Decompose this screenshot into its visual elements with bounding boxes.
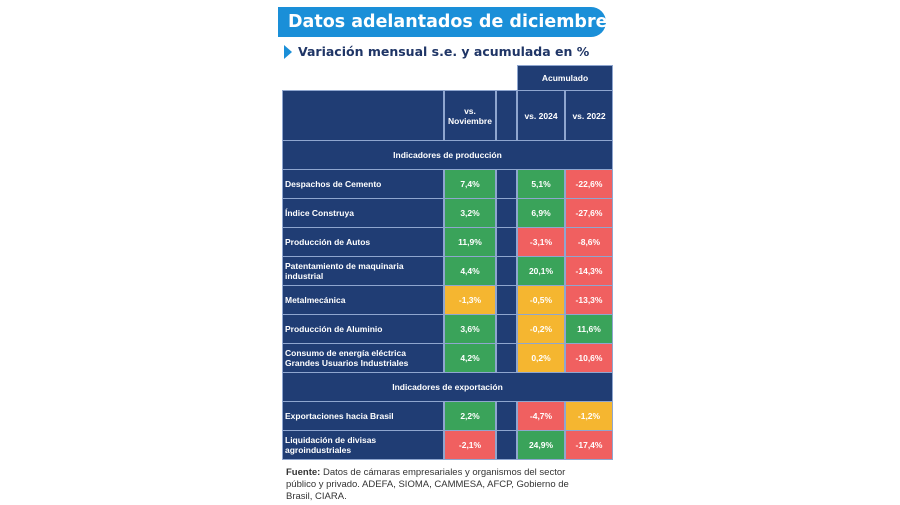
section-header: Indicadores de producción — [282, 140, 613, 170]
row-label: Exportaciones hacia Brasil — [282, 401, 444, 431]
subtitle: Variación mensual s.e. y acumulada en % — [284, 44, 589, 59]
value-vs-2024: 5,1% — [517, 169, 565, 199]
value-vs-noviembre: 11,9% — [444, 227, 496, 257]
row-spacer — [496, 314, 517, 344]
source-note: Fuente: Datos de cámaras empresariales y… — [286, 467, 596, 503]
value-vs-2022: -14,3% — [565, 256, 613, 286]
value-vs-2024: 0,2% — [517, 343, 565, 373]
row-label: Producción de Aluminio — [282, 314, 444, 344]
row-spacer — [496, 227, 517, 257]
column-header: vs. 2024 — [517, 90, 565, 141]
value-vs-2022: -17,4% — [565, 430, 613, 460]
value-vs-noviembre: 7,4% — [444, 169, 496, 199]
value-vs-2024: -4,7% — [517, 401, 565, 431]
header-spacer — [496, 90, 517, 141]
value-vs-2024: -0,5% — [517, 285, 565, 315]
source-label: Fuente: — [286, 467, 321, 478]
row-spacer — [496, 401, 517, 431]
value-vs-2022: -8,6% — [565, 227, 613, 257]
page-title: Datos adelantados de diciembre — [278, 7, 607, 37]
header-blank — [282, 90, 444, 141]
group-header-acumulado: Acumulado — [517, 65, 613, 91]
source-text: Datos de cámaras empresariales y organis… — [286, 467, 569, 502]
row-spacer — [496, 430, 517, 460]
value-vs-2024: -0,2% — [517, 314, 565, 344]
section-header: Indicadores de exportación — [282, 372, 613, 402]
row-spacer — [496, 169, 517, 199]
value-vs-2024: -3,1% — [517, 227, 565, 257]
value-vs-noviembre: -1,3% — [444, 285, 496, 315]
row-label: Patentamiento de maquinaria industrial — [282, 256, 444, 286]
column-header: vs. Noviembre — [444, 90, 496, 141]
subtitle-text: Variación mensual s.e. y acumulada en % — [298, 44, 590, 59]
column-header: vs. 2022 — [565, 90, 613, 141]
value-vs-noviembre: 2,2% — [444, 401, 496, 431]
row-label: Liquidación de divisas agroindustriales — [282, 430, 444, 460]
row-label: Producción de Autos — [282, 227, 444, 257]
value-vs-2024: 24,9% — [517, 430, 565, 460]
value-vs-noviembre: 4,4% — [444, 256, 496, 286]
row-spacer — [496, 256, 517, 286]
value-vs-2022: -22,6% — [565, 169, 613, 199]
value-vs-noviembre: 3,6% — [444, 314, 496, 344]
value-vs-2022: -13,3% — [565, 285, 613, 315]
row-label: Índice Construya — [282, 198, 444, 228]
value-vs-2024: 6,9% — [517, 198, 565, 228]
value-vs-2022: -10,6% — [565, 343, 613, 373]
value-vs-noviembre: -2,1% — [444, 430, 496, 460]
row-spacer — [496, 285, 517, 315]
value-vs-noviembre: 4,2% — [444, 343, 496, 373]
value-vs-2022: -1,2% — [565, 401, 613, 431]
row-label: Despachos de Cemento — [282, 169, 444, 199]
value-vs-2024: 20,1% — [517, 256, 565, 286]
value-vs-noviembre: 3,2% — [444, 198, 496, 228]
row-spacer — [496, 343, 517, 373]
chevron-right-icon — [284, 44, 292, 59]
value-vs-2022: -27,6% — [565, 198, 613, 228]
row-label: Consumo de energía eléctrica Grandes Usu… — [282, 343, 444, 373]
row-spacer — [496, 198, 517, 228]
value-vs-2022: 11,6% — [565, 314, 613, 344]
row-label: Metalmecánica — [282, 285, 444, 315]
